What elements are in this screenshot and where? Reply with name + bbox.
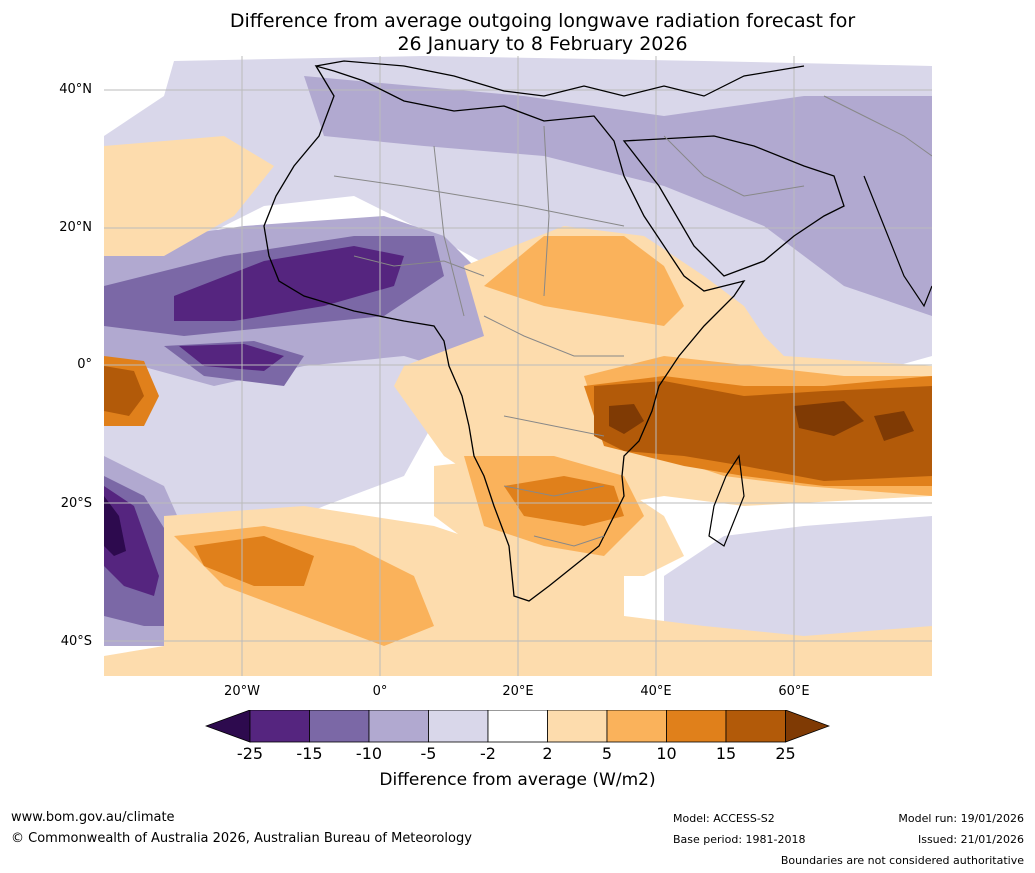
anomaly-region-neg-strong-southwest (104, 486, 159, 596)
lat-label-40s: 40°S (60, 634, 92, 649)
colorbar-tick: -2 (480, 744, 496, 763)
colorbar-swatch-above-25 (785, 710, 830, 743)
lat-label-20s: 20°S (60, 496, 92, 511)
border-line (433, 145, 465, 317)
anomaly-region-pos-extreme-indianocean-west (609, 404, 644, 434)
colorbar-tick: -15 (296, 744, 323, 763)
colorbar-swatch-10-to-15 (666, 710, 727, 743)
lat-label-40n: 40°N (59, 82, 92, 97)
colorbar-tick: -10 (355, 744, 383, 763)
border-line (533, 535, 605, 547)
model-text: Model: ACCESS-S2 (673, 812, 775, 825)
colorbar (205, 710, 830, 743)
border-line (503, 485, 605, 497)
anomaly-region-neg-strong-equatorial (179, 344, 284, 371)
anomaly-region-pos-extreme-indianocean-east (794, 401, 864, 436)
colorbar-tick: -25 (236, 744, 264, 763)
border-line (353, 255, 485, 277)
colorbar-swatch-minus-10-to-minus-5 (368, 710, 429, 743)
colorbar-swatch-2-to-5 (547, 710, 608, 743)
colorbar-label: Difference from average (W/m2) (379, 770, 656, 790)
colorbar-tick: -5 (420, 744, 437, 763)
colorbar-swatch-15-to-25 (725, 710, 786, 743)
colorbar-swatch-below-minus-25 (205, 710, 251, 743)
madagascar-coastline (708, 454, 745, 547)
border-line (483, 315, 624, 357)
border-line (333, 175, 625, 227)
lat-label-20n: 20°N (59, 220, 92, 235)
colorbar-swatch-5-to-10 (606, 710, 667, 743)
country-borders (333, 95, 932, 547)
lon-label-20e: 20°E (502, 684, 534, 699)
lon-label-60e: 60°E (778, 684, 810, 699)
colorbar-tick: 5 (601, 744, 613, 763)
colorbar-swatch-minus-25-to-minus-15 (249, 710, 310, 743)
copyright-text: © Commonwealth of Australia 2026, Austra… (11, 831, 472, 846)
colorbar-tick: 2 (542, 744, 553, 763)
anomaly-region-neg-medium-north (304, 76, 932, 316)
anomaly-region-pos-strong-equatorial-atlantic (104, 366, 144, 416)
title-line-1: Difference from average outgoing longwav… (229, 10, 856, 32)
anomaly-region-neg-extreme-southwest (104, 496, 126, 556)
issued-text: Issued: 21/01/2026 (917, 833, 1024, 846)
model-run-text: Model run: 19/01/2026 (898, 812, 1024, 825)
colorbar-swatch-minus-5-to-minus-2 (428, 710, 489, 743)
anomaly-region-pos-light-northatlantic (104, 136, 274, 256)
lat-label-equator: 0° (77, 357, 92, 372)
arabian-peninsula-coastline (622, 135, 845, 277)
colorbar-swatch-minus-15-to-minus-10 (309, 710, 370, 743)
colorbar-tick: 25 (775, 744, 796, 763)
border-line (543, 125, 550, 297)
title-line-2: 26 January to 8 February 2026 (397, 33, 688, 55)
colorbar-tick: 10 (656, 744, 677, 763)
lon-label-40e: 40°E (640, 684, 672, 699)
chart-title: Difference from average outgoing longwav… (0, 10, 1035, 56)
anomaly-region-neg-strong-westafrica (174, 246, 404, 321)
base-period-text: Base period: 1981-2018 (673, 833, 806, 846)
olr-anomaly-map (104, 56, 932, 676)
colorbar-swatch-minus-2-to-2 (487, 710, 548, 743)
map-gridlines (104, 56, 932, 676)
africa-coastline (263, 64, 746, 602)
border-line (503, 415, 605, 437)
europe-coastline (315, 60, 805, 97)
anomaly-region-pos-extreme-indianocean-far-east (874, 411, 914, 441)
colorbar-tick: 15 (715, 744, 737, 763)
border-line (663, 135, 805, 197)
lon-label-20w: 20°W (224, 684, 260, 699)
boundaries-disclaimer: Boundaries are not considered authoritat… (780, 854, 1024, 867)
india-coastline (863, 175, 932, 308)
bom-url-link[interactable]: www.bom.gov.au/climate (11, 810, 175, 825)
border-line (823, 95, 932, 157)
lon-label-0: 0° (372, 684, 388, 699)
anomaly-region-pos-dark-southatlantic (194, 536, 314, 586)
anomaly-region-pos-medium-sahel (484, 236, 684, 326)
